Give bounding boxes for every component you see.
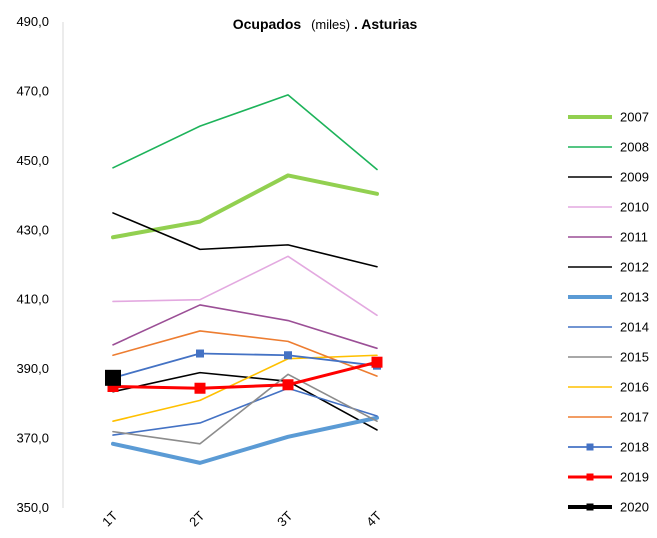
series-line xyxy=(112,352,378,379)
legend-item-2014: 2014 xyxy=(568,320,649,335)
legend-marker xyxy=(586,473,594,481)
y-tick-label: 490,0 xyxy=(16,14,49,29)
series-line xyxy=(111,173,379,240)
chart-title-unit: (miles) xyxy=(311,17,350,32)
y-tick-label: 470,0 xyxy=(16,83,49,98)
series-line xyxy=(112,255,378,317)
legend-item-2007: 2007 xyxy=(568,110,649,125)
legend-item-2016: 2016 xyxy=(568,380,649,395)
legend-item-2015: 2015 xyxy=(568,350,649,365)
legend-label: 2007 xyxy=(620,110,649,125)
legend-label: 2008 xyxy=(620,140,649,155)
legend-label: 2012 xyxy=(620,260,649,275)
legend-label: 2019 xyxy=(620,470,649,485)
y-axis-ticks: 490,0 470,0 450,0 430,0 410,0 390,0 370,0 350,0 xyxy=(16,14,49,515)
data-point-marker xyxy=(194,382,206,394)
series-2009 xyxy=(112,212,378,268)
data-point-marker xyxy=(196,349,204,358)
legend-label: 2014 xyxy=(620,320,649,335)
data-point-marker xyxy=(371,356,383,368)
y-tick-label: 450,0 xyxy=(16,153,49,168)
y-tick-label: 410,0 xyxy=(16,292,49,307)
x-axis-ticks: 1T 2T 3T 4T xyxy=(99,508,384,529)
legend-label: 2009 xyxy=(620,170,649,185)
legend-item-2013: 2013 xyxy=(568,290,649,305)
series-2016 xyxy=(112,354,378,423)
y-tick-label: 350,0 xyxy=(16,500,49,515)
y-tick-label: 370,0 xyxy=(16,431,49,446)
series-line xyxy=(112,371,378,431)
legend-label: 2018 xyxy=(620,440,649,455)
x-tick-label: 2T xyxy=(186,508,207,529)
series-line xyxy=(112,212,378,268)
series-2020 xyxy=(105,369,121,386)
series-line xyxy=(112,373,378,445)
chart-title-region: . Asturias xyxy=(354,16,417,32)
series-line xyxy=(111,360,379,390)
legend-label: 2010 xyxy=(620,200,649,215)
legend-label: 2015 xyxy=(620,350,649,365)
series-2011 xyxy=(112,304,378,350)
series-line xyxy=(112,330,378,377)
series-2008 xyxy=(112,94,378,171)
legend-item-2010: 2010 xyxy=(568,200,649,215)
series-2012 xyxy=(112,371,378,431)
series-2013 xyxy=(111,415,379,465)
legend-label: 2020 xyxy=(620,500,649,515)
series-2017 xyxy=(112,330,378,377)
legend-label: 2011 xyxy=(620,230,648,245)
legend: 2007 2008 2009 2010 2011 2012 2013 2014 2015 2016… xyxy=(568,110,649,515)
data-point-marker xyxy=(282,379,294,391)
chart-title: Ocupados (miles) . Asturias xyxy=(233,16,418,32)
series-2015 xyxy=(112,373,378,445)
legend-item-2019: 2019 xyxy=(568,470,649,485)
data-point-marker xyxy=(105,369,121,386)
y-tick-label: 390,0 xyxy=(16,361,49,376)
legend-label: 2013 xyxy=(620,290,649,305)
legend-item-2018: 2018 xyxy=(568,440,649,455)
legend-marker xyxy=(586,503,594,511)
x-tick-label: 4T xyxy=(363,508,384,529)
legend-item-2017: 2017 xyxy=(568,410,649,425)
data-point-marker xyxy=(284,351,292,360)
series-2014 xyxy=(112,387,378,436)
legend-item-2011: 2011 xyxy=(568,230,648,245)
series-2010 xyxy=(112,255,378,317)
legend-label: 2017 xyxy=(620,410,649,425)
series-line xyxy=(112,304,378,350)
series-line xyxy=(112,387,378,436)
legend-item-2020: 2020 xyxy=(568,500,649,515)
series-2019 xyxy=(107,356,383,394)
series-line xyxy=(111,415,379,465)
y-tick-label: 430,0 xyxy=(16,222,49,237)
legend-item-2008: 2008 xyxy=(568,140,649,155)
x-tick-label: 3T xyxy=(274,508,295,529)
legend-item-2009: 2009 xyxy=(568,170,649,185)
chart-title-main: Ocupados xyxy=(233,16,302,32)
series-layer xyxy=(105,94,383,465)
x-tick-label: 1T xyxy=(99,508,120,529)
legend-marker xyxy=(586,443,594,451)
legend-label: 2016 xyxy=(620,380,649,395)
legend-item-2012: 2012 xyxy=(568,260,649,275)
series-2007 xyxy=(111,173,379,240)
data-point-marker xyxy=(107,381,119,392)
series-line xyxy=(112,94,378,171)
series-line xyxy=(112,354,378,423)
